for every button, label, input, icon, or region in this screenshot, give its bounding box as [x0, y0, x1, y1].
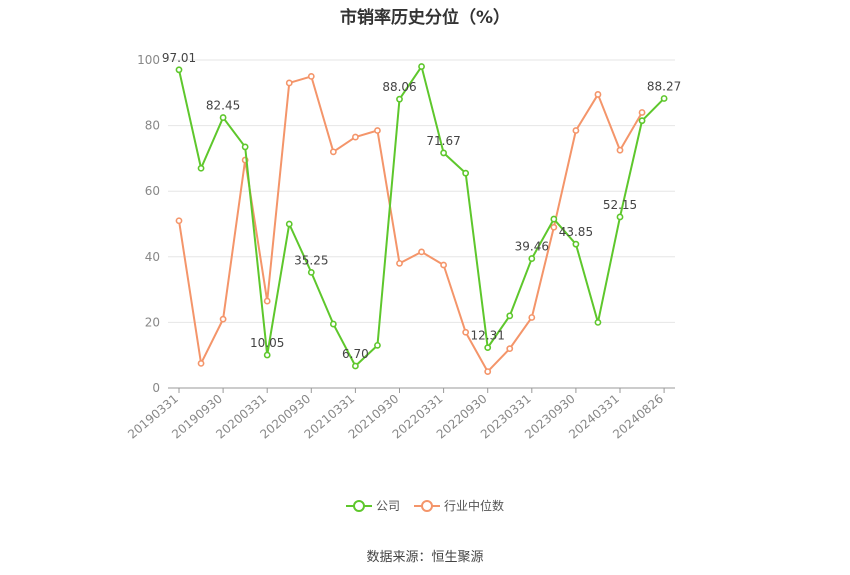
y-tick-label: 80 [145, 119, 160, 133]
series-line-company [178, 65, 665, 368]
data-label: 6.70 [342, 347, 369, 361]
data-point-industry [462, 328, 470, 336]
y-tick-label: 0 [152, 381, 160, 395]
y-tick-label: 60 [145, 184, 160, 198]
series-line-industry [178, 75, 643, 373]
data-point-company [197, 164, 205, 172]
data-point-company [241, 143, 249, 151]
data-point-company [263, 351, 271, 359]
data-point-company [440, 149, 447, 157]
data-point-industry [638, 109, 646, 116]
data-point-industry [285, 79, 293, 87]
data-label: 39.46 [515, 240, 549, 254]
data-point-company [506, 312, 514, 320]
data-label: 52.15 [603, 198, 637, 212]
data-point-company [307, 268, 315, 276]
grid-lines [168, 59, 675, 323]
legend-industry-marker-icon [414, 499, 440, 512]
data-point-industry [440, 261, 447, 269]
legend-company-label: 公司 [375, 499, 400, 513]
data-point-company [396, 95, 403, 103]
series-lines [175, 63, 668, 375]
data-point-industry [329, 148, 337, 156]
data-source: 数据来源：恒生聚源 [366, 550, 484, 565]
data-point-company [638, 117, 646, 125]
data-point-industry [550, 223, 558, 231]
data-point-company [285, 220, 293, 228]
legend-industry-label: 行业中位数 [444, 499, 505, 513]
data-point-industry [219, 315, 227, 323]
data-point-company [351, 362, 359, 370]
data-point-company [462, 169, 470, 177]
data-label: 43.85 [559, 225, 593, 239]
data-label: 10.05 [250, 336, 284, 350]
data-label: 88.27 [647, 79, 681, 93]
data-point-company [175, 66, 183, 74]
chart-title: 市销率历史分位（%） [339, 8, 511, 28]
legend-item-industry[interactable]: 行业中位数 [414, 497, 504, 514]
data-label: 12.31 [471, 329, 505, 343]
data-point-industry [351, 133, 359, 141]
data-point-company [528, 255, 536, 262]
data-point-company [219, 114, 227, 121]
data-point-industry [396, 259, 403, 267]
data-label: 88.06 [382, 80, 416, 94]
data-point-industry [418, 248, 425, 256]
data-label: 71.67 [426, 134, 460, 148]
data-point-industry [594, 91, 602, 98]
data-label: 35.25 [294, 253, 328, 267]
y-tick-label: 40 [145, 250, 160, 264]
data-point-industry [374, 127, 381, 134]
data-point-company [329, 320, 337, 328]
data-label: 82.45 [206, 99, 240, 113]
y-tick-label: 100 [137, 53, 160, 67]
data-label: 97.01 [162, 51, 196, 65]
data-point-company [374, 341, 381, 349]
data-point-company [418, 63, 425, 70]
legend-company-marker-icon [345, 499, 372, 512]
data-point-industry [484, 368, 492, 375]
data-point-company [660, 95, 668, 102]
data-point-industry [528, 314, 536, 321]
data-point-company [484, 344, 492, 352]
data-point-company [616, 213, 624, 221]
data-point-industry [616, 146, 624, 154]
data-point-industry [197, 359, 205, 367]
legend: 公司 行业中位数 [0, 497, 850, 514]
y-tick-label: 20 [145, 315, 160, 329]
data-point-company [572, 240, 580, 248]
data-point-company [594, 318, 602, 326]
data-labels: 97.01 82.45 10.05 35.25 6.70 88.06 71.67 12.31 3… [162, 51, 681, 361]
data-point-industry [175, 217, 183, 225]
legend-item-company[interactable]: 公司 [345, 497, 400, 514]
data-point-industry [263, 297, 271, 305]
data-point-company [550, 215, 558, 223]
data-point-industry [506, 345, 514, 353]
data-point-industry [572, 127, 580, 134]
data-point-industry [307, 73, 315, 80]
